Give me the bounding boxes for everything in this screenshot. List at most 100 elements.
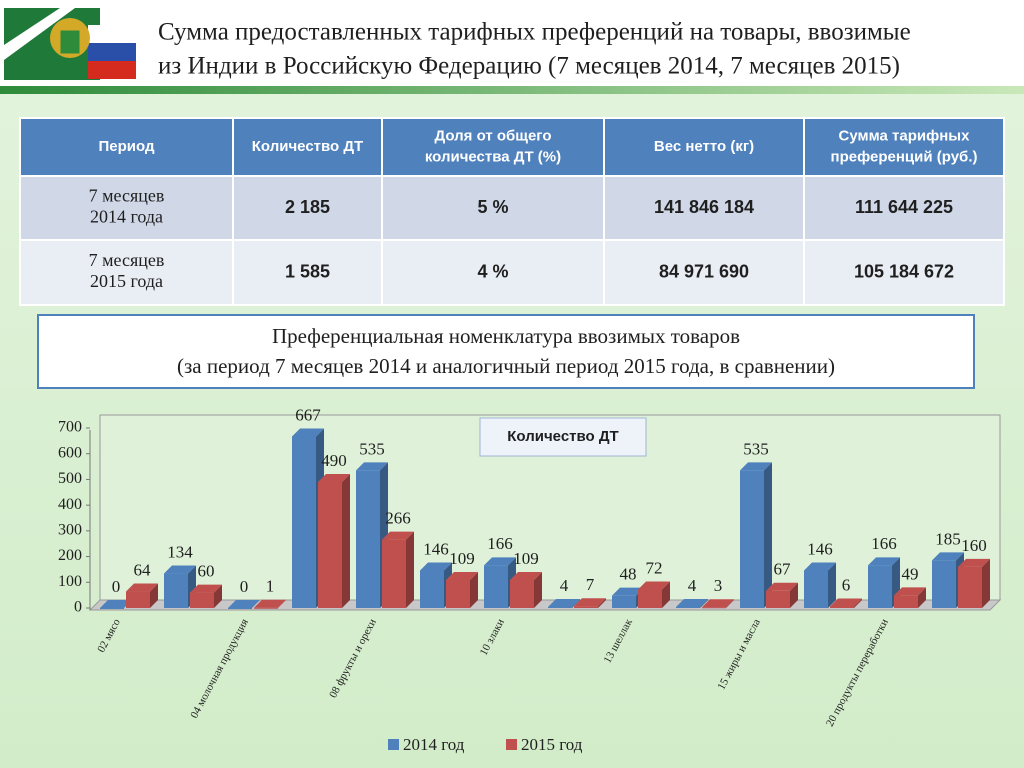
bar-top	[702, 599, 734, 608]
bar-top	[510, 571, 542, 580]
bar	[740, 462, 772, 608]
bar	[574, 598, 606, 608]
header-cell	[232, 117, 383, 177]
bar-front	[958, 566, 982, 608]
data-label: 166	[487, 534, 513, 553]
bar-top	[932, 552, 964, 561]
title: из Индии в Российскую Федерацию (7 месяц…	[158, 53, 900, 80]
cell	[19, 239, 234, 306]
bar-side	[828, 562, 836, 608]
bar	[126, 583, 158, 608]
cell-text: 111 644 225	[855, 197, 953, 217]
y-tick-label: 500	[58, 470, 82, 487]
bar-front	[190, 592, 214, 608]
bar	[100, 600, 132, 609]
cell	[603, 239, 805, 306]
cell-text: 4 %	[477, 261, 508, 281]
data-label: 0	[240, 577, 249, 596]
data-label: 4	[688, 576, 697, 595]
bar-front	[382, 539, 406, 608]
logo	[4, 8, 136, 80]
bar-side	[982, 558, 990, 608]
table: Период Количество ДТ Доля от общего количес…	[19, 117, 1005, 306]
bar-front	[356, 470, 380, 608]
bar-side	[918, 587, 926, 608]
data-label: 535	[359, 439, 385, 458]
bar-front	[932, 560, 956, 608]
bar-side	[342, 474, 350, 608]
bar-front	[766, 590, 790, 608]
data-label: 1	[266, 577, 275, 596]
data-label: 109	[449, 549, 475, 568]
bar-top	[484, 557, 516, 566]
bar	[548, 598, 580, 608]
bar-front	[126, 591, 150, 608]
bar	[446, 571, 478, 608]
data-label: 72	[646, 558, 663, 577]
y-tick-label: 0	[74, 599, 82, 616]
bar-front	[702, 607, 726, 609]
header-bg	[0, 0, 1024, 92]
bar-side	[662, 581, 670, 608]
data-label: 48	[620, 565, 637, 584]
bar	[318, 474, 350, 608]
bar-side	[406, 531, 414, 608]
cell	[803, 239, 1005, 306]
bar-top	[574, 598, 606, 607]
data-label: 60	[198, 561, 215, 580]
header-text: Вес нетто (кг)	[654, 138, 754, 155]
panel-subtitle: (за период 7 месяцев 2014 и аналогичный …	[177, 354, 835, 378]
data-label: 146	[807, 539, 833, 558]
bar-front	[100, 608, 124, 609]
bar-top	[612, 587, 644, 596]
bar-front	[164, 573, 188, 608]
data-label: 7	[586, 575, 595, 594]
y-tick-label: 300	[58, 522, 82, 539]
data-label: 266	[385, 509, 411, 528]
header-cell	[603, 117, 805, 177]
data-label: 490	[321, 451, 347, 470]
bar-side	[764, 462, 772, 608]
y-tick-label: 100	[58, 573, 82, 590]
data-label: 535	[743, 439, 769, 458]
bar-top	[446, 571, 478, 580]
bar-front	[420, 570, 444, 608]
bar-front	[228, 608, 252, 609]
bar-side	[700, 598, 708, 608]
cell-text: 7 месяцев 2014 года	[89, 186, 165, 227]
bar-front	[318, 482, 342, 608]
bar-side	[598, 598, 606, 608]
bar-top	[228, 600, 260, 608]
title: Сумма предоставленных тарифных преференц…	[158, 19, 911, 46]
data-label: 6	[842, 575, 851, 594]
bar-top	[318, 474, 350, 482]
bar-top	[740, 462, 772, 471]
cell	[603, 175, 805, 241]
legend-label: 2014 год	[403, 735, 465, 754]
bar	[638, 581, 670, 608]
y-tick-label: 200	[58, 547, 82, 564]
bar	[702, 599, 734, 609]
cell-text: 7 месяцев 2015 года	[89, 250, 165, 291]
data-label: 160	[961, 536, 987, 555]
data-label: 185	[935, 529, 961, 548]
bar-top	[382, 531, 414, 540]
data-label: 667	[295, 405, 321, 424]
bar-top	[292, 428, 324, 437]
data-label: 146	[423, 539, 449, 558]
chart-title-box	[479, 417, 647, 457]
bar-side	[534, 571, 542, 608]
bar	[766, 582, 798, 608]
bar-top	[420, 562, 452, 571]
bar	[676, 598, 708, 608]
bar-top	[804, 562, 836, 571]
data-label: 67	[774, 560, 792, 579]
cell-text: 2 185	[285, 197, 330, 217]
bar-side	[150, 583, 158, 608]
cell-text: 105 184 672	[854, 261, 954, 281]
cell-text: 1 585	[285, 261, 330, 281]
data-label: 0	[112, 577, 121, 596]
bar-front	[254, 607, 278, 609]
bar-top	[958, 558, 990, 567]
